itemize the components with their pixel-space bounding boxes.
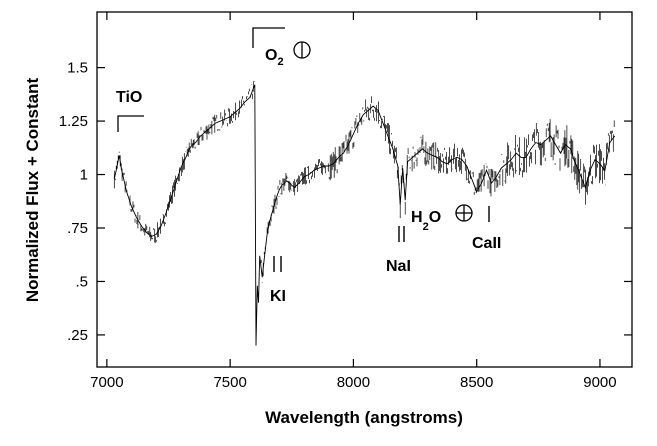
y-tick-label: .75 [67,220,88,237]
h2o-annotation: H2O [411,204,473,233]
h2o-label: H2O [411,209,441,233]
x-axis-title: Wavelength (angstroms) [265,408,463,427]
ki-label: KI [270,288,286,305]
earth-symbol-icon [455,204,473,222]
h2o-label-subscript: 2 [423,221,429,233]
tio-label: TiO [116,89,142,106]
earth-symbol-icon [293,41,311,59]
h2o-label-main: H [411,209,423,226]
caii-label: CaII [472,235,501,252]
nai-annotation: NaI [386,226,411,275]
o2-label-subscript: 2 [277,56,283,68]
y-axis-title: Normalized Flux + Constant [23,77,42,302]
spectrum-layer [113,84,616,346]
axis-ticks: 7000 7500 8000 8500 9000 .25 .5 .75 1 1.25 1.5 [59,12,632,391]
x-tick-label: 8500 [460,374,493,391]
h2o-label-end: O [429,209,441,226]
tio-annotation: TiO [116,89,144,132]
y-tick-label: .25 [67,327,88,344]
plot-frame [96,11,633,368]
ki-annotation: KI [270,256,286,305]
x-tick-label: 9000 [583,374,616,391]
y-tick-label: 1 [80,167,88,184]
spectrum-line [113,84,616,346]
y-tick-label: 1.5 [67,60,88,77]
x-tick-label: 8000 [337,374,370,391]
y-tick-label: 1.25 [59,113,88,130]
spectrum-noise [113,81,615,283]
x-tick-label: 7500 [213,374,246,391]
o2-annotation: O2 [252,27,311,68]
caii-annotation: CaII [472,206,501,252]
o2-label-main: O [265,47,277,64]
y-tick-label: .5 [75,273,88,290]
o2-label: O2 [265,47,284,68]
x-tick-label: 7000 [90,374,123,391]
o2-bracket [252,27,285,48]
nai-label: NaI [386,258,411,275]
tio-bracket [117,115,144,132]
